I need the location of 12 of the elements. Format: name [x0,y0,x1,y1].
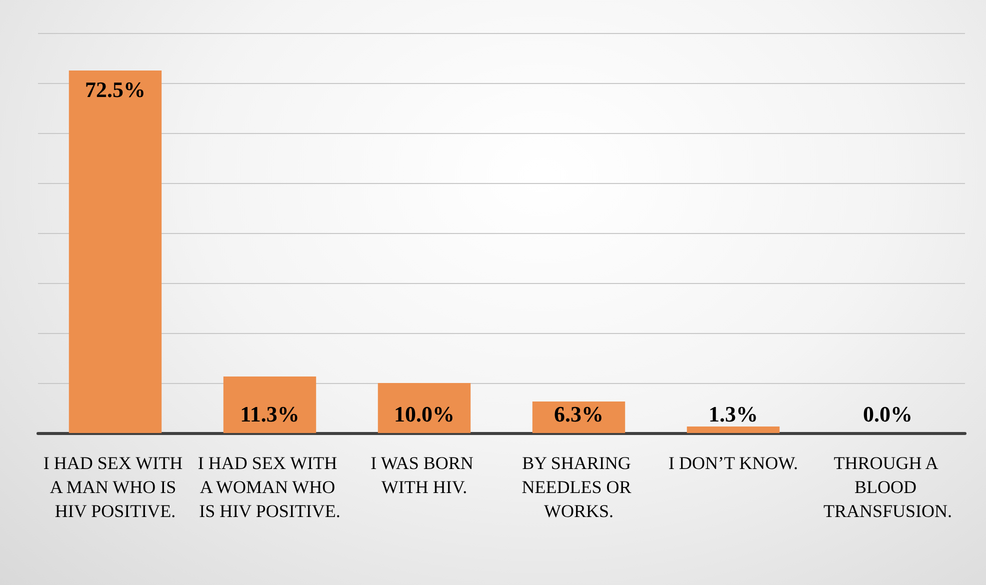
data-label: 6.3% [554,402,604,426]
data-label: 72.5% [85,77,146,102]
x-tick-label: I HAD SEX WITH A MAN WHO IS HIV POSITIVE. [43,453,188,521]
x-tick-label: I DON’T KNOW. [668,453,798,473]
data-label: 11.3% [240,402,300,426]
x-tick-label: I WAS BORN WITH HIV. [370,453,478,497]
x-tick-label: THROUGH A BLOOD TRANSFUSION. [823,453,952,521]
data-label: 0.0% [863,402,912,426]
x-tick-label: BY SHARING NEEDLES OR WORKS. [522,453,636,521]
x-tick-label: I HAD SEX WITH A WOMAN WHO IS HIV POSITIVE. [198,453,342,521]
data-label: 1.3% [708,402,758,426]
data-label: 10.0% [394,402,454,426]
